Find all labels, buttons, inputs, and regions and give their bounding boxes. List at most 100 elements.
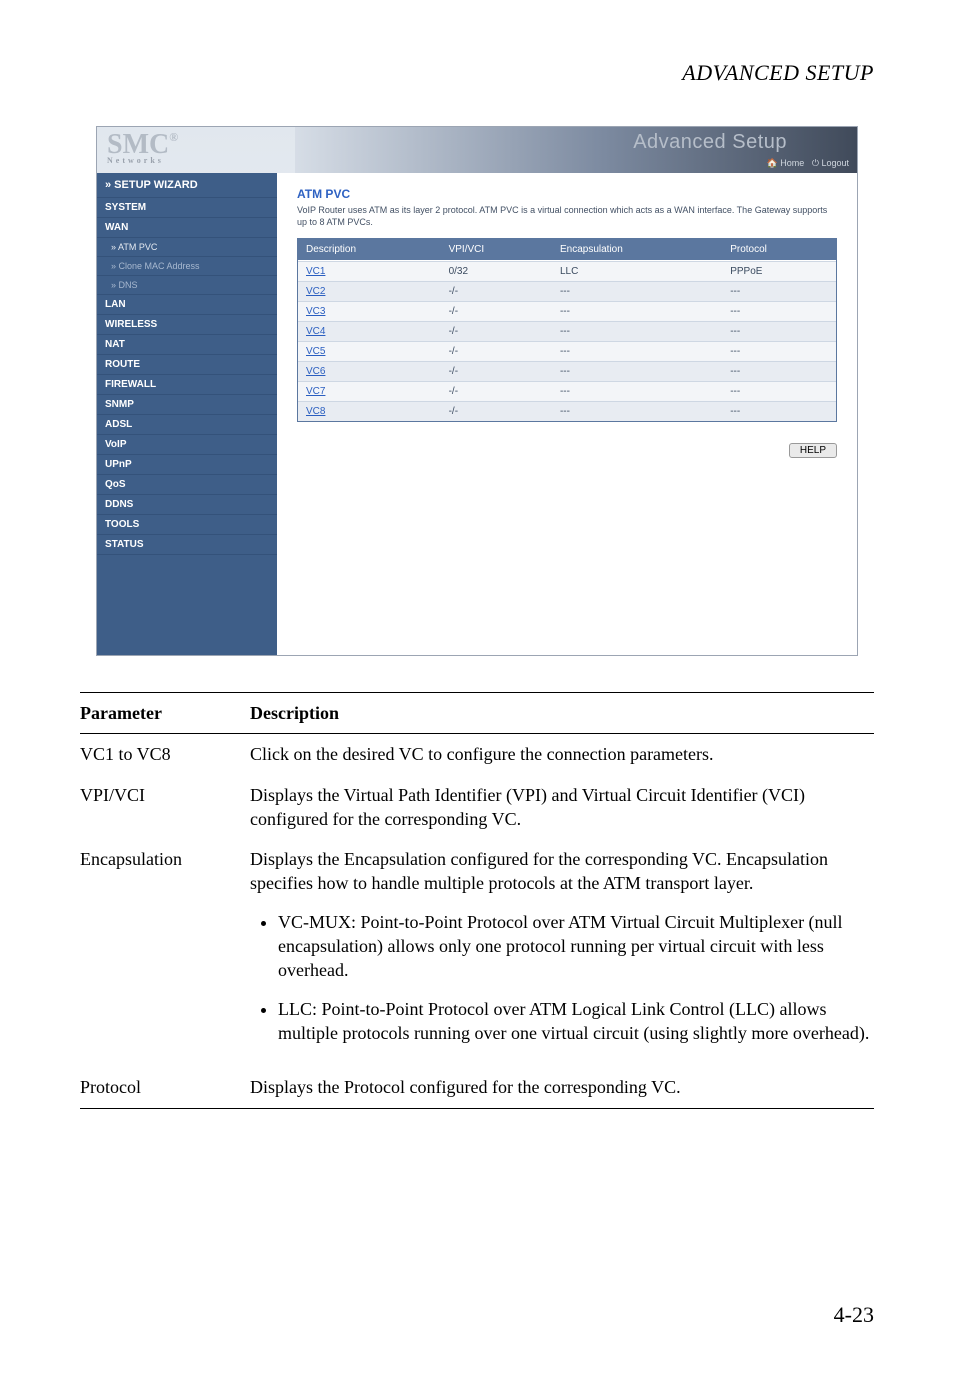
- table-cell[interactable]: VC2: [298, 281, 441, 301]
- table-cell: ---: [722, 401, 836, 421]
- th-encap: Encapsulation: [552, 239, 722, 261]
- table-cell: -/-: [441, 341, 552, 361]
- param-block: Parameter Description VC1 to VC8 Click o…: [80, 692, 874, 1109]
- router-screenshot: SMC® Networks Advanced Setup 🏠 Home ⏻ Lo…: [96, 126, 858, 656]
- logo-sub: Networks: [107, 157, 287, 165]
- param-row-encap: Encapsulation Displays the Encapsulation…: [80, 839, 874, 1067]
- th-proto: Protocol: [722, 239, 836, 261]
- table-cell: ---: [722, 341, 836, 361]
- param-desc-encap-text: Displays the Encapsulation configured fo…: [250, 849, 828, 893]
- table-cell: ---: [722, 321, 836, 341]
- table-cell: -/-: [441, 321, 552, 341]
- table-row: VC3-/-------: [298, 301, 836, 321]
- sidebar-item-nat[interactable]: NAT: [97, 335, 277, 355]
- param-row-proto: Protocol Displays the Protocol configure…: [80, 1067, 874, 1108]
- param-desc-encap: Displays the Encapsulation configured fo…: [250, 847, 874, 1059]
- table-row: VC4-/-------: [298, 321, 836, 341]
- sidebar-item-system[interactable]: SYSTEM: [97, 198, 277, 218]
- home-link[interactable]: Home: [780, 158, 804, 168]
- table-cell[interactable]: VC1: [298, 261, 441, 281]
- logout-icon: ⏻: [812, 158, 819, 168]
- sidebar-item-snmp[interactable]: SNMP: [97, 395, 277, 415]
- param-label-vc: VC1 to VC8: [80, 742, 250, 766]
- sidebar-item-dns[interactable]: » DNS: [97, 276, 277, 295]
- table-cell: -/-: [441, 361, 552, 381]
- sidebar-item-atmpvc[interactable]: » ATM PVC: [97, 238, 277, 257]
- table-cell: ---: [552, 321, 722, 341]
- table-cell: ---: [722, 301, 836, 321]
- table-cell: ---: [722, 361, 836, 381]
- header-text: ADVANCED SETUP: [682, 60, 874, 85]
- ss-banner: Advanced Setup 🏠 Home ⏻ Logout: [295, 127, 857, 173]
- table-cell: PPPoE: [722, 261, 836, 281]
- sidebar-item-adsl[interactable]: ADSL: [97, 415, 277, 435]
- sidebar-wizard[interactable]: » SETUP WIZARD: [97, 173, 277, 198]
- help-area: HELP: [297, 440, 837, 458]
- table-cell: ---: [722, 381, 836, 401]
- th-desc: Description: [298, 239, 441, 261]
- table-cell[interactable]: VC3: [298, 301, 441, 321]
- table-cell: ---: [722, 281, 836, 301]
- home-icon: 🏠: [767, 158, 778, 168]
- table-cell: ---: [552, 341, 722, 361]
- sidebar-item-tools[interactable]: TOOLS: [97, 515, 277, 535]
- table-cell[interactable]: VC5: [298, 341, 441, 361]
- banner-links: 🏠 Home ⏻ Logout: [767, 158, 849, 169]
- smc-logo: SMC® Networks: [97, 127, 295, 173]
- param-label-encap: Encapsulation: [80, 847, 250, 1059]
- ss-main: ATM PVC VoIP Router uses ATM as its laye…: [277, 173, 857, 655]
- param-row-vc: VC1 to VC8 Click on the desired VC to co…: [80, 733, 874, 774]
- page-header: ADVANCED SETUP: [80, 60, 874, 86]
- table-cell: ---: [552, 301, 722, 321]
- encap-bullets: VC-MUX: Point-to-Point Protocol over ATM…: [250, 910, 874, 1045]
- bullet-llc: LLC: Point-to-Point Protocol over ATM Lo…: [278, 997, 874, 1046]
- table-cell: -/-: [441, 281, 552, 301]
- sidebar-item-route[interactable]: ROUTE: [97, 355, 277, 375]
- table-cell[interactable]: VC6: [298, 361, 441, 381]
- main-desc: VoIP Router uses ATM as its layer 2 prot…: [297, 205, 837, 228]
- sidebar-item-ddns[interactable]: DDNS: [97, 495, 277, 515]
- help-button[interactable]: HELP: [789, 443, 837, 458]
- table-cell: ---: [552, 401, 722, 421]
- table-cell: ---: [552, 381, 722, 401]
- logout-link[interactable]: Logout: [821, 158, 849, 168]
- param-desc-vc: Click on the desired VC to configure the…: [250, 742, 874, 766]
- ss-body: » SETUP WIZARD SYSTEM WAN » ATM PVC » Cl…: [97, 173, 857, 655]
- sidebar-item-clonemac[interactable]: » Clone MAC Address: [97, 257, 277, 276]
- param-desc-vpivci: Displays the Virtual Path Identifier (VP…: [250, 783, 874, 832]
- param-head-label: Parameter: [80, 701, 250, 725]
- table-row: VC6-/-------: [298, 361, 836, 381]
- page-number: 4-23: [834, 1302, 874, 1328]
- param-label-proto: Protocol: [80, 1075, 250, 1099]
- table-row: VC2-/-------: [298, 281, 836, 301]
- ss-sidebar: » SETUP WIZARD SYSTEM WAN » ATM PVC » Cl…: [97, 173, 277, 655]
- bullet-vcmux: VC-MUX: Point-to-Point Protocol over ATM…: [278, 910, 874, 983]
- sidebar-item-qos[interactable]: QoS: [97, 475, 277, 495]
- logo-reg: ®: [169, 130, 178, 144]
- table-cell[interactable]: VC8: [298, 401, 441, 421]
- table-cell: -/-: [441, 301, 552, 321]
- th-vpivci: VPI/VCI: [441, 239, 552, 261]
- table-cell[interactable]: VC4: [298, 321, 441, 341]
- pvc-table: Description VPI/VCI Encapsulation Protoc…: [297, 238, 837, 422]
- table-row: VC8-/-------: [298, 401, 836, 421]
- sidebar-item-lan[interactable]: LAN: [97, 295, 277, 315]
- sidebar-item-wan[interactable]: WAN: [97, 218, 277, 238]
- param-desc-proto: Displays the Protocol configured for the…: [250, 1075, 874, 1099]
- param-row-vpivci: VPI/VCI Displays the Virtual Path Identi…: [80, 775, 874, 840]
- table-cell[interactable]: VC7: [298, 381, 441, 401]
- param-label-vpivci: VPI/VCI: [80, 783, 250, 832]
- table-cell: ---: [552, 361, 722, 381]
- sidebar-item-voip[interactable]: VoIP: [97, 435, 277, 455]
- table-row: VC10/32LLCPPPoE: [298, 261, 836, 281]
- sidebar-item-wireless[interactable]: WIRELESS: [97, 315, 277, 335]
- main-title: ATM PVC: [297, 187, 837, 201]
- table-row: VC7-/-------: [298, 381, 836, 401]
- sidebar-item-status[interactable]: STATUS: [97, 535, 277, 555]
- ss-header: SMC® Networks Advanced Setup 🏠 Home ⏻ Lo…: [97, 127, 857, 173]
- sidebar-item-firewall[interactable]: FIREWALL: [97, 375, 277, 395]
- param-header-row: Parameter Description: [80, 692, 874, 733]
- banner-title: Advanced Setup: [633, 131, 787, 154]
- param-head-desc: Description: [250, 701, 874, 725]
- sidebar-item-upnp[interactable]: UPnP: [97, 455, 277, 475]
